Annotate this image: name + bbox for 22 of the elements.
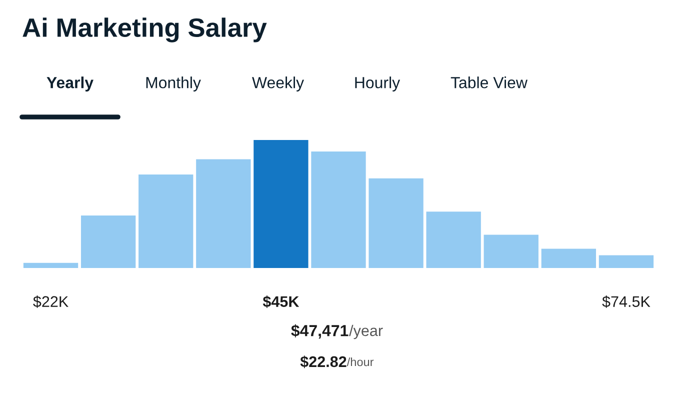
bar: [598, 255, 654, 268]
chart-title: Ai Marketing Salary: [22, 18, 267, 42]
bar: [541, 248, 596, 268]
text: Monthly: [146, 76, 201, 92]
text: Weekly: [252, 76, 304, 92]
bar: [80, 216, 136, 268]
bar: [484, 234, 538, 268]
text: Yearly: [46, 76, 94, 92]
bar: [426, 212, 481, 268]
bar: [368, 178, 424, 268]
bar: [23, 262, 78, 268]
x-tick-label: $22K: [33, 296, 68, 308]
bar: [138, 174, 194, 268]
bar: [254, 140, 308, 268]
text: Hourly: [355, 76, 400, 92]
x-tick-label: $45K: [262, 296, 300, 308]
text: $47,471/year: [291, 324, 383, 340]
x-tick-label: $74.5K: [602, 296, 650, 308]
bar: [196, 159, 251, 268]
text: $22.82/hour: [300, 356, 374, 368]
bar: [311, 152, 366, 268]
text: Table View: [450, 76, 528, 88]
